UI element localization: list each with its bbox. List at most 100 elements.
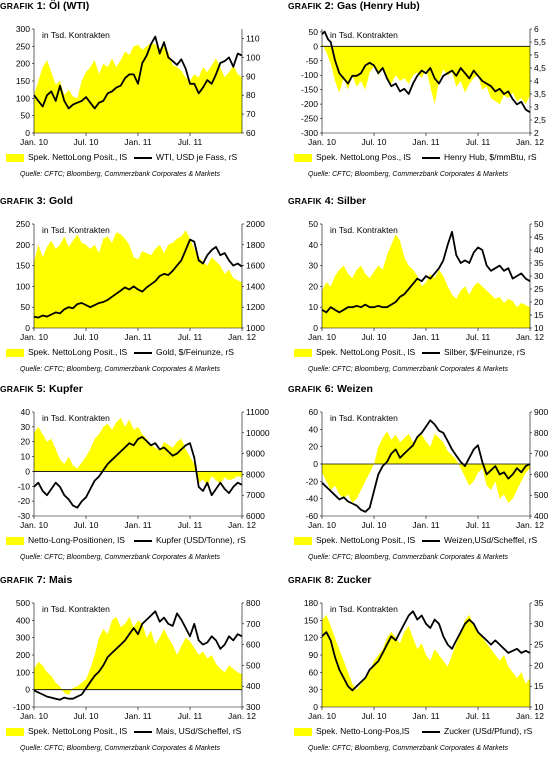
legend-label-line: Silber, $/Feinunze, rS bbox=[444, 347, 526, 357]
y-left-tick-label: 60 bbox=[309, 667, 319, 677]
chart-legend: Spek. NettoLong Pos., lS Henry Hub, $/mmB… bbox=[294, 152, 556, 164]
chart-title-name: Mais bbox=[48, 574, 73, 586]
y-right-tick-label: 1800 bbox=[246, 240, 265, 250]
y-right-tick-label: 15 bbox=[534, 681, 544, 691]
y-left-tick-label: 0 bbox=[313, 459, 318, 469]
chart-source: Quelle: CFTC; Bloomberg, Commerzbank Cor… bbox=[20, 554, 220, 561]
legend-swatch-area bbox=[294, 348, 312, 357]
legend-item-line: Weizen,USd/Scheffel, rS bbox=[422, 535, 537, 545]
y-left-tick-label: 20 bbox=[309, 281, 319, 291]
y-left-tick-label: 10 bbox=[309, 302, 319, 312]
legend-item-line: Gold, $/Feinunze, rS bbox=[134, 347, 234, 357]
legend-swatch-line bbox=[134, 351, 152, 354]
y-left-tick-label: 50 bbox=[21, 111, 31, 121]
x-tick-label: Jan. 11 bbox=[412, 332, 440, 342]
y-right-tick-label: 70 bbox=[246, 109, 256, 119]
chart-panel-7: GRAFIK 7: Mais -100 0 100 200 300 400 500 300 400… bbox=[0, 574, 268, 762]
x-tick-label: Jan. 10 bbox=[308, 332, 336, 342]
y-right-tick-label: 10 bbox=[534, 702, 544, 712]
legend-label-line: Zucker (USd/Pfund), rS bbox=[444, 726, 533, 736]
y-right-tick-label: 10 bbox=[534, 323, 544, 333]
chart-annotation: in Tsd. Kontrakten bbox=[42, 413, 110, 423]
y-left-tick-label: 150 bbox=[16, 76, 30, 86]
chart-annotation: in Tsd. Kontrakten bbox=[330, 30, 398, 40]
y-left-tick-label: 100 bbox=[16, 667, 30, 677]
y-right-tick-label: 2000 bbox=[246, 219, 265, 229]
y-left-tick-label: 30 bbox=[21, 422, 31, 432]
chart-title-prefix: GRAFIK bbox=[0, 575, 34, 585]
line-series bbox=[33, 238, 243, 319]
y-left-tick-label: 50 bbox=[309, 219, 319, 229]
x-tick-label: Jan. 12 bbox=[516, 332, 544, 342]
y-left-tick-label: 0 bbox=[313, 323, 318, 333]
y-left-tick-label: -50 bbox=[306, 56, 319, 66]
area-series bbox=[34, 417, 242, 487]
y-left-tick-label: 30 bbox=[309, 685, 319, 695]
x-tick-label: Jul. 10 bbox=[361, 137, 386, 147]
legend-item-area: Spek. NettoLong Posit., lS bbox=[294, 347, 415, 357]
y-left-tick-label: 60 bbox=[309, 407, 319, 417]
legend-label-area: Spek. NettoLong Posit., lS bbox=[316, 535, 416, 545]
legend-label-line: Kupfer (USD/Tonne), rS bbox=[156, 535, 246, 545]
x-tick-label: Jan. 11 bbox=[412, 137, 440, 147]
x-tick-label: Jul. 11 bbox=[466, 137, 491, 147]
chart-title-prefix: GRAFIK bbox=[0, 384, 34, 394]
legend-item-line: Kupfer (USD/Tonne), rS bbox=[134, 535, 246, 545]
y-right-tick-label: 35 bbox=[534, 258, 544, 268]
y-right-tick-label: 30 bbox=[534, 619, 544, 629]
chart-title-prefix: GRAFIK bbox=[288, 196, 322, 206]
chart-plot: 0 50 100 150 200 250 1000 1200 1400 1600 1800 2000 J… bbox=[16, 219, 265, 342]
y-left-tick-label: 0 bbox=[25, 466, 30, 476]
chart-plot: 0 30 60 90 120 150 180 10 15 20 25 30 35 Jan. 10 Jul. … bbox=[304, 598, 544, 721]
chart-plot: -60 -40 -20 0 20 40 60 400 500 600 700 800 900 Jan. 1… bbox=[306, 407, 549, 530]
chart-source: Quelle: CFTC; Bloomberg, Commerzbank Cor… bbox=[20, 366, 220, 373]
y-left-tick-label: -200 bbox=[301, 99, 318, 109]
y-left-tick-label: 100 bbox=[16, 281, 30, 291]
legend-label-area: Spek. NettoLong Posit., lS bbox=[316, 347, 416, 357]
y-right-tick-label: 50 bbox=[534, 219, 544, 229]
legend-label-area: Spek. NettoLong Posit., lS bbox=[28, 347, 128, 357]
y-right-tick-label: 20 bbox=[534, 297, 544, 307]
area-series bbox=[34, 230, 242, 328]
chart-annotation: in Tsd. Kontrakten bbox=[42, 30, 110, 40]
x-tick-label: Jul. 10 bbox=[361, 711, 386, 721]
legend-item-area: Spek. NettoLong Posit., lS bbox=[294, 535, 415, 545]
x-tick-label: Jan. 10 bbox=[308, 711, 336, 721]
y-left-tick-label: -40 bbox=[306, 494, 319, 504]
legend-label-area: Spek. NettoLong Posit., lS bbox=[28, 152, 128, 162]
chart-legend: Spek. NettoLong Posit., lS Mais, USd/Sche… bbox=[6, 726, 268, 738]
x-tick-label: Jan. 12 bbox=[516, 137, 544, 147]
chart-title: GRAFIK 3: Gold bbox=[0, 195, 73, 207]
chart-panel-3: GRAFIK 3: Gold 0 50 100 150 200 250 1000 1200 140… bbox=[0, 195, 268, 383]
y-left-tick-label: 150 bbox=[304, 615, 318, 625]
chart-title: GRAFIK 7: Mais bbox=[0, 574, 72, 586]
legend-swatch-line bbox=[422, 156, 440, 159]
y-left-tick-label: 400 bbox=[16, 615, 30, 625]
x-tick-label: Jan. 12 bbox=[228, 711, 256, 721]
legend-swatch-line bbox=[422, 351, 440, 354]
x-tick-label: Jan. 10 bbox=[20, 332, 48, 342]
legend-item-area: Spek. Netto-Long-Pos,lS bbox=[294, 726, 410, 736]
chart-title-number: 6: bbox=[321, 383, 337, 395]
y-right-tick-label: 1000 bbox=[246, 323, 265, 333]
x-tick-label: Jul. 10 bbox=[73, 137, 98, 147]
chart-title-number: 4: bbox=[321, 195, 337, 207]
y-left-tick-label: 40 bbox=[309, 240, 319, 250]
x-tick-label: Jan. 11 bbox=[124, 520, 152, 530]
legend-item-area: Spek. NettoLong Posit., lS bbox=[6, 152, 127, 162]
chart-title-number: 7: bbox=[33, 574, 49, 586]
y-right-tick-label: 4,5 bbox=[534, 63, 546, 73]
x-tick-label: Jul. 11 bbox=[466, 711, 491, 721]
y-left-tick-label: 20 bbox=[309, 442, 319, 452]
y-right-tick-label: 110 bbox=[246, 33, 260, 43]
legend-label-line: Gold, $/Feinunze, rS bbox=[156, 347, 234, 357]
y-right-tick-label: 90 bbox=[246, 71, 256, 81]
y-right-tick-label: 2 bbox=[534, 128, 539, 138]
legend-swatch-area bbox=[294, 727, 312, 736]
legend-label-line: Weizen,USd/Scheffel, rS bbox=[444, 535, 538, 545]
legend-item-area: Spek. NettoLong Pos., lS bbox=[294, 152, 411, 162]
y-left-tick-label: -150 bbox=[301, 85, 318, 95]
chart-panel-1: GRAFIK 1: Öl (WTI) 0 50 100 150 200 250 300 60 70… bbox=[0, 0, 268, 188]
line-series bbox=[33, 35, 243, 110]
line-series bbox=[321, 230, 531, 314]
